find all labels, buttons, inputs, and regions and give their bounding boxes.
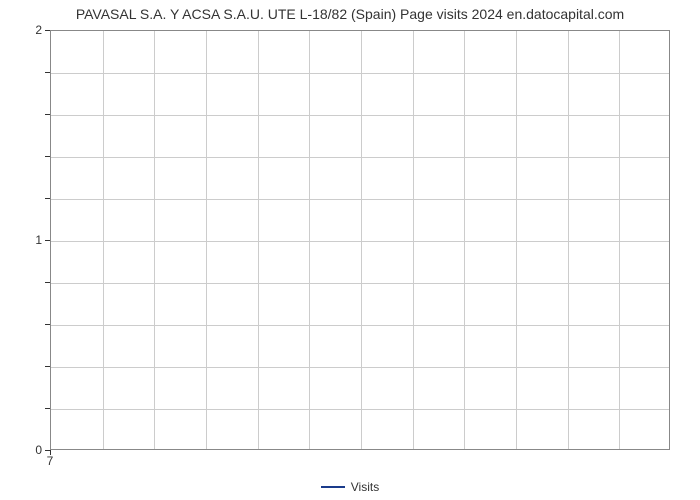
ytick-mark: [45, 30, 50, 31]
ytick-mark: [45, 366, 50, 367]
gridline-h: [51, 409, 669, 410]
gridline-h: [51, 367, 669, 368]
ytick-mark: [45, 72, 50, 73]
ytick-mark: [45, 198, 50, 199]
gridline-h: [51, 199, 669, 200]
gridline-v: [413, 31, 414, 449]
xtick-mark: [50, 450, 51, 455]
ytick-mark: [45, 282, 50, 283]
gridline-h: [51, 241, 669, 242]
plot-area: [50, 30, 670, 450]
gridline-v: [568, 31, 569, 449]
gridline-v: [103, 31, 104, 449]
ytick-mark: [45, 240, 50, 241]
ytick-label-1: 1: [12, 233, 42, 247]
gridline-h: [51, 73, 669, 74]
gridline-v: [464, 31, 465, 449]
gridline-v: [516, 31, 517, 449]
ytick-mark: [45, 408, 50, 409]
chart-title: PAVASAL S.A. Y ACSA S.A.U. UTE L-18/82 (…: [0, 6, 700, 22]
visits-chart: PAVASAL S.A. Y ACSA S.A.U. UTE L-18/82 (…: [0, 0, 700, 500]
gridline-h: [51, 325, 669, 326]
legend-swatch-visits: [321, 486, 345, 488]
gridline-v: [154, 31, 155, 449]
legend-label-visits: Visits: [351, 480, 379, 494]
ytick-mark: [45, 156, 50, 157]
gridline-v: [361, 31, 362, 449]
gridline-v: [206, 31, 207, 449]
gridline-v: [309, 31, 310, 449]
ytick-label-2: 2: [12, 23, 42, 37]
ytick-label-0: 0: [12, 443, 42, 457]
ytick-mark: [45, 114, 50, 115]
xtick-label-0: 7: [47, 454, 54, 468]
ytick-mark: [45, 450, 50, 451]
gridline-v: [619, 31, 620, 449]
gridline-h: [51, 157, 669, 158]
gridline-h: [51, 115, 669, 116]
ytick-mark: [45, 324, 50, 325]
gridline-v: [258, 31, 259, 449]
legend: Visits: [0, 479, 700, 494]
gridline-h: [51, 283, 669, 284]
